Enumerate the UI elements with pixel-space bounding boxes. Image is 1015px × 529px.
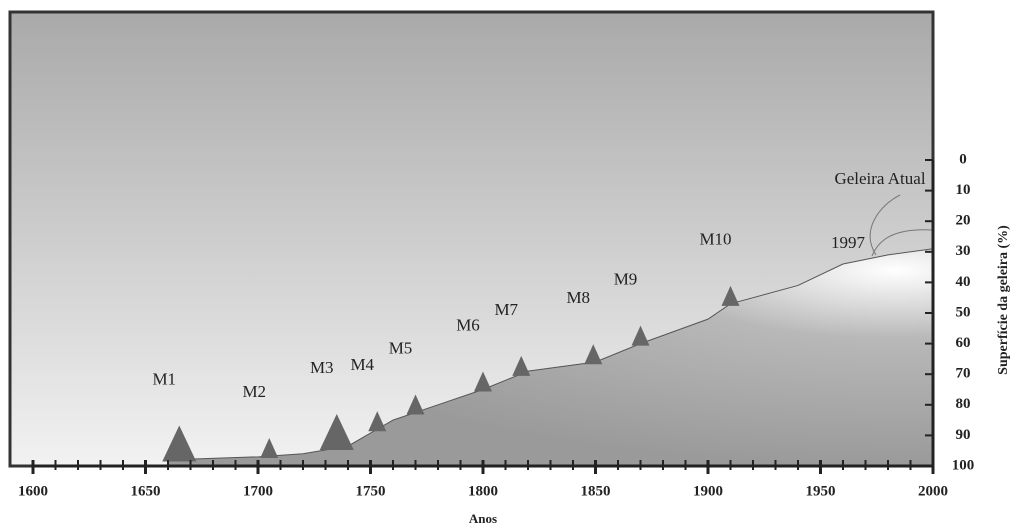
x-tick-label: 1650 [131, 483, 161, 499]
x-tick-label: 1950 [806, 483, 836, 499]
annotation: Geleira Atual [834, 169, 925, 188]
y-tick-label: 40 [956, 274, 971, 290]
x-axis-title: Anos [469, 511, 497, 526]
x-tick-label: 1750 [356, 483, 386, 499]
moraine-label: M6 [456, 315, 480, 334]
x-tick-label: 1700 [243, 483, 273, 499]
moraine-label: M3 [310, 358, 334, 377]
moraine-label: M2 [242, 382, 266, 401]
y-axis-title: Superfície da geleira (%) [996, 225, 1011, 375]
y-tick-label: 50 [956, 304, 971, 320]
y-tick-label: 80 [956, 396, 971, 412]
y-tick-label: 30 [956, 243, 971, 259]
moraine-label: M7 [494, 300, 518, 319]
y-tick-label: 70 [956, 366, 971, 382]
moraine-label: M5 [389, 338, 413, 357]
moraine-label: M1 [152, 369, 176, 388]
x-tick-label: 1800 [468, 483, 498, 499]
moraine-label: M8 [566, 288, 590, 307]
y-tick-label: 20 [956, 213, 971, 229]
y-tick-label: 100 [952, 457, 975, 473]
moraine-label: M10 [699, 230, 731, 249]
x-tick-label: 1850 [581, 483, 611, 499]
y-tick-label: 60 [956, 335, 971, 351]
y-tick-label: 10 [956, 182, 971, 198]
x-tick-label: 2000 [918, 483, 948, 499]
annotation: 1997 [831, 233, 866, 252]
y-tick-label: 0 [959, 151, 967, 167]
x-tick-label: 1600 [18, 483, 48, 499]
x-tick-label: 1900 [693, 483, 723, 499]
chart: Geleira Atual 1997 Anos Superfície da ge… [0, 0, 1015, 529]
moraine-label: M9 [614, 270, 638, 289]
moraine-label: M4 [350, 355, 374, 374]
y-tick-label: 90 [956, 427, 971, 443]
